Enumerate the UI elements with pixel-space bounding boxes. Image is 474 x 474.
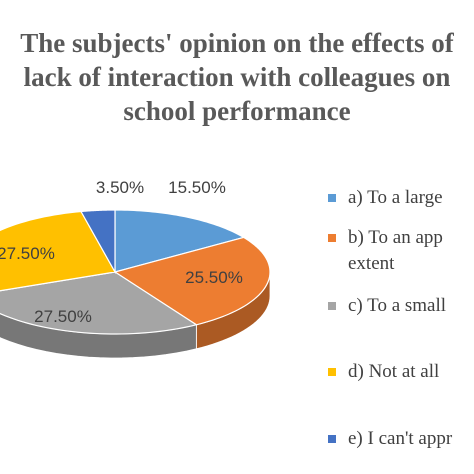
legend-entry-4: d) Not at all bbox=[348, 361, 439, 382]
data-label-5: 3.50% bbox=[96, 178, 144, 197]
data-label-1: 15.50% bbox=[168, 178, 226, 197]
data-label-3: 27.50% bbox=[34, 307, 92, 326]
pie-slice-1 bbox=[114, 209, 246, 273]
legend-entry-5: e) I can't appr bbox=[348, 428, 453, 449]
legend-entry-2: b) To an app bbox=[348, 227, 443, 248]
legend-swatch-2 bbox=[328, 234, 336, 242]
legend-swatch-1 bbox=[328, 194, 336, 202]
legend-entry-3: c) To a small bbox=[348, 295, 446, 316]
pie-slice-5 bbox=[80, 209, 116, 275]
chart-title-line-3: school performance bbox=[123, 96, 350, 126]
legend-entry-1: a) To a large bbox=[348, 187, 443, 208]
data-label-2: 25.50% bbox=[185, 268, 243, 287]
data-labels: 15.50% 25.50% 27.50% 27.50% 3.50% bbox=[0, 178, 243, 326]
pie-plot bbox=[0, 209, 271, 359]
legend-swatch-3 bbox=[328, 302, 336, 310]
data-label-4: 27.50% bbox=[0, 244, 55, 263]
pie-slice-2 bbox=[113, 236, 271, 326]
pie-slice-4 bbox=[0, 210, 116, 292]
chart-title-line-1: The subjects' opinion on the effects of bbox=[20, 28, 454, 58]
legend-swatch-5 bbox=[328, 435, 336, 443]
legend-entry-2-line-2: extent bbox=[348, 253, 395, 274]
legend: a) To a large b) To an app extent c) To a s… bbox=[328, 187, 453, 449]
chart-title: The subjects' opinion on the effects of … bbox=[20, 28, 454, 126]
chart-title-line-2: lack of interaction with colleagues on bbox=[24, 62, 451, 92]
legend-swatch-4 bbox=[328, 368, 336, 376]
pie-slice-3 bbox=[0, 271, 198, 335]
